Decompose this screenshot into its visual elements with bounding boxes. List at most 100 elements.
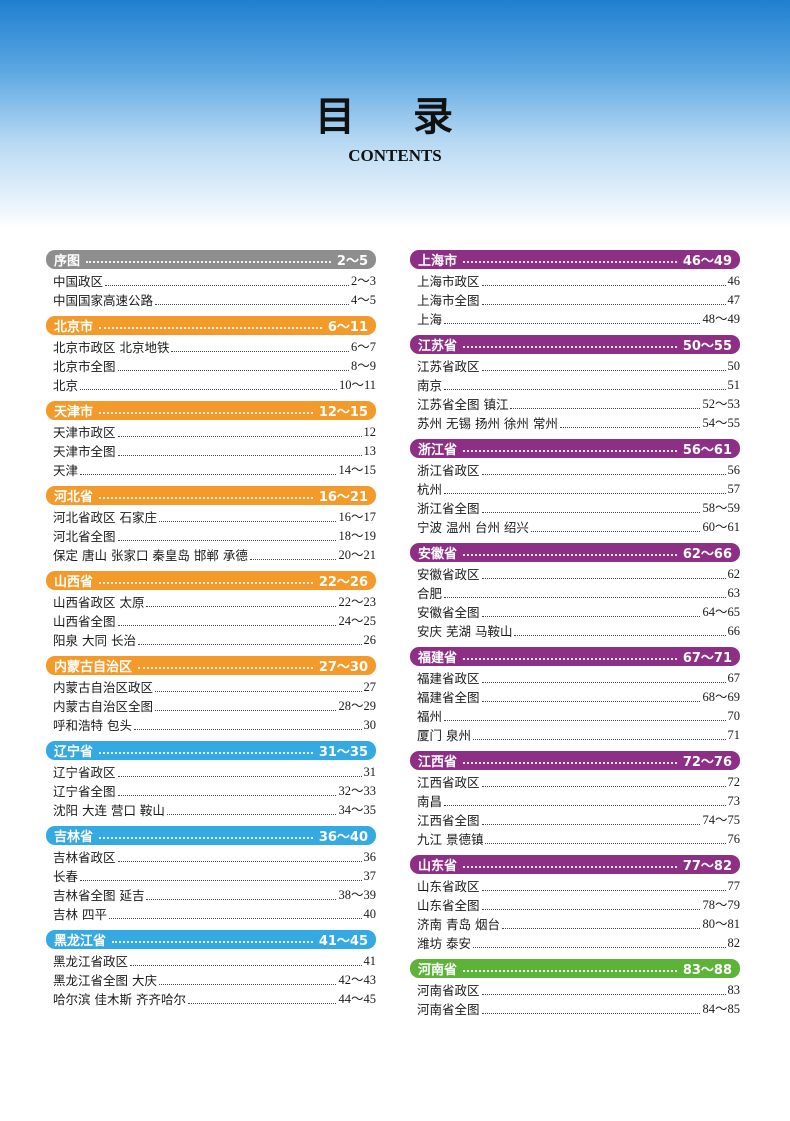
- toc-entry[interactable]: 南昌 73: [417, 792, 740, 811]
- toc-entry[interactable]: 杭州 57: [417, 480, 740, 499]
- toc-entry[interactable]: 河北省政区 石家庄 16～17: [53, 508, 376, 527]
- toc-section: 福建省 67～71 福建省政区 67 福建省全图 68～69 福州 70 厦门 泉州 71: [410, 647, 740, 747]
- toc-entry[interactable]: 呼和浩特 包头 30: [53, 716, 376, 735]
- entry-label: 保定 唐山 张家口 秦皇岛 邯郸 承德: [53, 548, 248, 563]
- section-header-bar[interactable]: 吉林省 36～40: [46, 826, 376, 845]
- section-header-bar[interactable]: 天津市 12～15: [46, 401, 376, 420]
- toc-entry[interactable]: 山西省全图 24～25: [53, 612, 376, 631]
- section-header-bar[interactable]: 北京市 6～11: [46, 316, 376, 335]
- toc-entry[interactable]: 北京市政区 北京地铁 6～7: [53, 338, 376, 357]
- toc-entry[interactable]: 宁波 温州 台州 绍兴 60～61: [417, 518, 740, 537]
- entry-leader-dots: [117, 776, 362, 777]
- section-header-bar[interactable]: 江苏省 50～55: [410, 335, 740, 354]
- entry-leader-dots: [481, 824, 701, 825]
- toc-entry[interactable]: 济南 青岛 烟台 80～81: [417, 915, 740, 934]
- section-header-bar[interactable]: 序图 2～5: [46, 250, 376, 269]
- toc-entry[interactable]: 安庆 芜湖 马鞍山 66: [417, 622, 740, 641]
- section-entries: 中国政区 2～3 中国国家高速公路 4～5: [46, 269, 376, 312]
- toc-entry[interactable]: 浙江省政区 56: [417, 461, 740, 480]
- toc-entry[interactable]: 河南省政区 83: [417, 981, 740, 1000]
- section-title: 河北省: [54, 490, 94, 505]
- section-leader-dots: [99, 411, 313, 414]
- toc-entry[interactable]: 江苏省全图 镇江 52～53: [417, 395, 740, 414]
- toc-entry[interactable]: 沈阳 大连 营口 鞍山 34～35: [53, 801, 376, 820]
- toc-entry[interactable]: 吉林省政区 36: [53, 848, 376, 867]
- toc-entry[interactable]: 浙江省全图 58～59: [417, 499, 740, 518]
- entry-label: 黑龙江省政区: [53, 954, 129, 969]
- toc-entry[interactable]: 河北省全图 18～19: [53, 527, 376, 546]
- section-header-bar[interactable]: 江西省 72～76: [410, 751, 740, 770]
- section-header-bar[interactable]: 山东省 77～82: [410, 855, 740, 874]
- toc-entry[interactable]: 中国国家高速公路 4～5: [53, 291, 376, 310]
- toc-entry[interactable]: 福建省全图 68～69: [417, 688, 740, 707]
- toc-entry[interactable]: 上海市全图 47: [417, 291, 740, 310]
- toc-entry[interactable]: 山东省政区 77: [417, 877, 740, 896]
- toc-entry[interactable]: 北京 10～11: [53, 376, 376, 395]
- toc-entry[interactable]: 潍坊 泰安 82: [417, 934, 740, 953]
- entry-label: 河南省政区: [417, 983, 480, 998]
- toc-entry[interactable]: 吉林 四平 40: [53, 905, 376, 924]
- toc-section: 内蒙古自治区 27～30 内蒙古自治区政区 27 内蒙古自治区全图 28～29 呼和浩特 包…: [46, 656, 376, 737]
- section-header-bar[interactable]: 河北省 16～21: [46, 486, 376, 505]
- toc-entry[interactable]: 福州 70: [417, 707, 740, 726]
- section-entries: 山西省政区 太原 22～23 山西省全图 24～25 阳泉 大同 长治 26: [46, 590, 376, 652]
- toc-entry[interactable]: 辽宁省全图 32～33: [53, 782, 376, 801]
- toc-entry[interactable]: 天津 14～15: [53, 461, 376, 480]
- toc-entry[interactable]: 天津市全图 13: [53, 442, 376, 461]
- toc-entry[interactable]: 北京市全图 8～9: [53, 357, 376, 376]
- toc-entry[interactable]: 山东省全图 78～79: [417, 896, 740, 915]
- toc-entry[interactable]: 苏州 无锡 扬州 徐州 常州 54～55: [417, 414, 740, 433]
- entry-page-number: 16～17: [338, 510, 376, 524]
- toc-entry[interactable]: 中国政区 2～3: [53, 272, 376, 291]
- toc-entry[interactable]: 山西省政区 太原 22～23: [53, 593, 376, 612]
- toc-entry[interactable]: 合肥 63: [417, 584, 740, 603]
- toc-entry[interactable]: 辽宁省政区 31: [53, 763, 376, 782]
- section-header-bar[interactable]: 浙江省 56～61: [410, 439, 740, 458]
- entry-label: 浙江省全图: [417, 501, 480, 516]
- section-header-bar[interactable]: 内蒙古自治区 27～30: [46, 656, 376, 675]
- entry-page-number: 28～29: [338, 699, 376, 713]
- section-header-bar[interactable]: 山西省 22～26: [46, 571, 376, 590]
- section-header-bar[interactable]: 黑龙江省 41～45: [46, 930, 376, 949]
- toc-entry[interactable]: 哈尔滨 佳木斯 齐齐哈尔 44～45: [53, 990, 376, 1009]
- section-header-bar[interactable]: 福建省 67～71: [410, 647, 740, 666]
- toc-entry[interactable]: 安徽省全图 64～65: [417, 603, 740, 622]
- toc-entry[interactable]: 江苏省政区 50: [417, 357, 740, 376]
- entry-page-number: 27: [363, 680, 377, 694]
- section-page-range: 6～11: [327, 320, 368, 335]
- toc-entry[interactable]: 河南省全图 84～85: [417, 1000, 740, 1019]
- entry-page-number: 38～39: [338, 888, 376, 902]
- toc-entry[interactable]: 黑龙江省全图 大庆 42～43: [53, 971, 376, 990]
- toc-entry[interactable]: 黑龙江省政区 41: [53, 952, 376, 971]
- toc-entry[interactable]: 保定 唐山 张家口 秦皇岛 邯郸 承德 20～21: [53, 546, 376, 565]
- toc-entry[interactable]: 阳泉 大同 长治 26: [53, 631, 376, 650]
- toc-entry[interactable]: 吉林省全图 延吉 38～39: [53, 886, 376, 905]
- toc-entry[interactable]: 天津市政区 12: [53, 423, 376, 442]
- entry-page-number: 2～3: [350, 274, 376, 288]
- entry-label: 天津市政区: [53, 425, 116, 440]
- entry-page-number: 22～23: [338, 595, 376, 609]
- toc-entry[interactable]: 安徽省政区 62: [417, 565, 740, 584]
- toc-entry[interactable]: 江西省全图 74～75: [417, 811, 740, 830]
- toc-entry[interactable]: 九江 景德镇 76: [417, 830, 740, 849]
- entry-page-number: 64～65: [702, 605, 740, 619]
- section-header-bar[interactable]: 辽宁省 31～35: [46, 741, 376, 760]
- entry-page-number: 58～59: [702, 501, 740, 515]
- entry-page-number: 41: [363, 954, 377, 968]
- entry-leader-dots: [481, 890, 726, 891]
- toc-entry[interactable]: 内蒙古自治区全图 28～29: [53, 697, 376, 716]
- toc-entry[interactable]: 内蒙古自治区政区 27: [53, 678, 376, 697]
- section-header-bar[interactable]: 上海市 46～49: [410, 250, 740, 269]
- toc-entry[interactable]: 福建省政区 67: [417, 669, 740, 688]
- entry-leader-dots: [559, 427, 701, 428]
- toc-entry[interactable]: 厦门 泉州 71: [417, 726, 740, 745]
- toc-entry[interactable]: 长春 37: [53, 867, 376, 886]
- toc-entry[interactable]: 上海市政区 46: [417, 272, 740, 291]
- toc-entry[interactable]: 上海 48～49: [417, 310, 740, 329]
- toc-entry[interactable]: 江西省政区 72: [417, 773, 740, 792]
- entry-page-number: 80～81: [702, 917, 740, 931]
- section-header-bar[interactable]: 河南省 83～88: [410, 959, 740, 978]
- section-title: 浙江省: [418, 443, 458, 458]
- section-header-bar[interactable]: 安徽省 62～66: [410, 543, 740, 562]
- toc-entry[interactable]: 南京 51: [417, 376, 740, 395]
